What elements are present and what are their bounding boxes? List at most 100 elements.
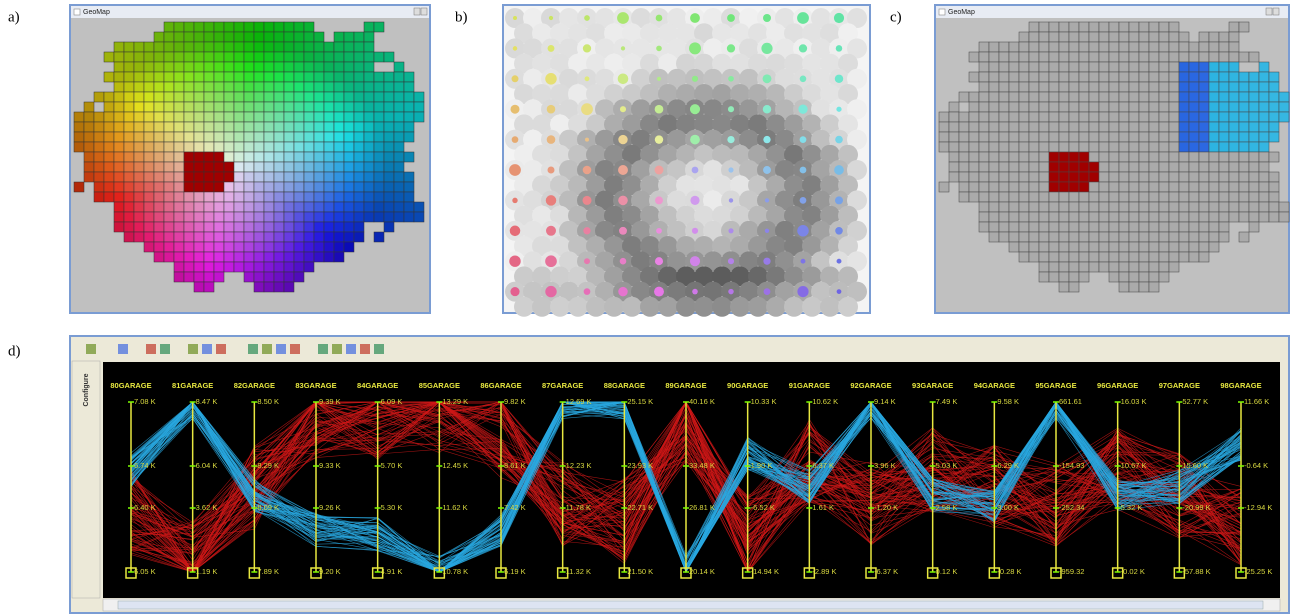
toolbar-button[interactable] [188,344,198,354]
map-cell [1168,181,1180,193]
axis-handle[interactable] [1111,567,1124,579]
axis-name[interactable]: 80GARAGE [110,381,151,390]
som-dot [584,15,590,21]
axis-handle[interactable] [248,567,261,579]
toolbar-button[interactable] [216,344,226,354]
window-button[interactable] [420,7,428,16]
toolbar-button[interactable] [160,344,170,354]
map-cell [1218,41,1230,53]
axis-name[interactable]: 87GARAGE [542,381,583,390]
toolbar-button[interactable] [146,344,156,354]
map-cell [133,41,145,53]
som-cell [586,236,606,256]
map-cell [1108,41,1120,53]
map-cell [1158,181,1170,193]
axis-name[interactable]: 97GARAGE [1159,381,1200,390]
som-dot [509,255,521,267]
map-cell [1088,141,1100,153]
som-dot [547,44,555,52]
axis-name[interactable]: 82GARAGE [234,381,275,390]
toolbar-button[interactable] [374,344,384,354]
axis-name[interactable]: 94GARAGE [974,381,1015,390]
map-cell [283,81,295,93]
axis-name[interactable]: 96GARAGE [1097,381,1138,390]
map-cell [323,221,335,233]
axis-handle[interactable] [1173,567,1186,579]
window-button[interactable] [413,7,421,16]
axis-name[interactable]: 84GARAGE [357,381,398,390]
axis-name[interactable]: 98GARAGE [1220,381,1261,390]
axis-name[interactable]: 93GARAGE [912,381,953,390]
map-cell [1148,151,1160,163]
map-cell [273,221,285,233]
toolbar-button[interactable] [360,344,370,354]
map-cell [1138,31,1150,43]
toolbar-button[interactable] [332,344,342,354]
toolbar-button[interactable] [248,344,258,354]
tick-label: 3.62 K [196,503,218,512]
sidebar-label[interactable]: Configure [83,373,90,406]
toolbar-button[interactable] [118,344,128,354]
window-button[interactable] [1265,7,1273,16]
map-cell [1108,191,1120,203]
axis-handle[interactable] [803,567,816,579]
map-cell [1198,31,1210,43]
tick-label: 6.04 K [196,461,218,470]
toolbar-button[interactable] [262,344,272,354]
map-cell [1118,211,1130,223]
toolbar-button[interactable] [276,344,286,354]
axis-handle[interactable] [495,567,507,579]
toolbar-button[interactable] [318,344,328,354]
toolbar-button[interactable] [202,344,212,354]
axis-name[interactable]: 90GARAGE [727,381,768,390]
axis-name[interactable]: 95GARAGE [1035,381,1076,390]
map-cell [998,161,1010,173]
map-cell [263,221,275,233]
map-cell [1178,201,1190,213]
axis-name[interactable]: 92GARAGE [850,381,891,390]
window-button[interactable] [1272,7,1280,16]
axis-handle[interactable] [433,567,446,579]
axis-handle[interactable] [371,567,384,579]
map-cell [333,251,345,263]
scroll-thumb[interactable] [117,600,1264,610]
map-cell [1028,251,1040,263]
toolbar-button[interactable] [86,344,96,354]
map-cell [223,251,235,263]
axis-handle[interactable] [926,567,939,579]
som-dot [620,46,626,51]
axis-handle[interactable] [125,567,137,579]
axis-handle[interactable] [865,567,877,579]
axis-handle[interactable] [1050,567,1062,579]
map-cell [1028,81,1040,93]
axis-name[interactable]: 91GARAGE [789,381,830,390]
toolbar-button[interactable] [290,344,300,354]
axis-handle[interactable] [186,567,199,579]
axis-name[interactable]: 83GARAGE [295,381,336,390]
axis-name[interactable]: 81GARAGE [172,381,213,390]
map-cell [233,51,245,63]
toolbar-button[interactable] [346,344,356,354]
som-cell [631,68,651,89]
axis-handle[interactable] [741,567,754,579]
axis-name[interactable]: 88GARAGE [604,381,645,390]
map-cell [233,221,245,233]
map-cell [1038,121,1050,133]
axis-name[interactable]: 86GARAGE [480,381,521,390]
map-cell [303,21,315,33]
tick-label: 26.81 K [689,503,715,512]
map-cell [393,151,405,163]
axis-handle[interactable] [310,567,322,579]
map-cell [1168,131,1180,143]
tick-label: 2.58 K [936,503,958,512]
axis-handle[interactable] [988,567,1001,579]
axis-name[interactable]: 85GARAGE [419,381,460,390]
map-cell [1108,261,1120,273]
axis-handle[interactable] [1235,567,1247,579]
map-cell [383,51,395,63]
axis-name[interactable]: 89GARAGE [665,381,706,390]
axis-handle[interactable] [680,567,692,579]
axis-handle[interactable] [556,567,569,579]
map-cell [1198,131,1210,143]
axis-handle[interactable] [618,567,631,579]
